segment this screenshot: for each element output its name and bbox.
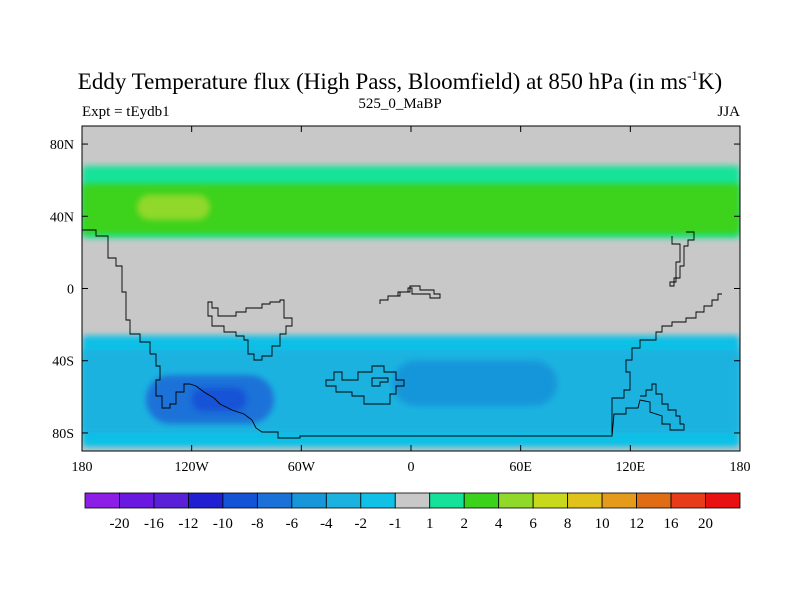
- colorbar-label: -6: [286, 516, 299, 532]
- coastlines: [82, 229, 722, 439]
- coastline-antarctica: [189, 383, 685, 439]
- coastline-asia-east: [669, 231, 695, 287]
- x-tick-label: 120E: [616, 460, 646, 475]
- colorbar-swatch: [222, 492, 258, 509]
- x-tick-label: 120W: [175, 460, 210, 475]
- colorbar-swatch: [360, 492, 396, 509]
- flux-field: [82, 126, 740, 451]
- title-suffix: K): [697, 69, 723, 94]
- colorbar-swatch: [153, 492, 189, 509]
- y-tick-label: 0: [67, 283, 74, 298]
- colorbar-label: 12: [629, 516, 644, 532]
- colorbar-swatch: [636, 492, 672, 509]
- chart-title: Eddy Temperature flux (High Pass, Bloomf…: [0, 68, 800, 95]
- coastline-islands-east: [640, 383, 684, 425]
- title-superscript: -1: [687, 68, 698, 83]
- colorbar-label: 1: [426, 516, 434, 532]
- field-north-pacific-max: [136, 194, 210, 220]
- x-tick-label: 180: [730, 460, 751, 475]
- colorbar-swatch: [188, 492, 224, 509]
- colorbar-label: 16: [664, 516, 680, 532]
- colorbar-swatch: [498, 492, 534, 509]
- colorbar-swatch: [84, 492, 120, 509]
- axes: 180 120W 60W 0 60E 120E 180 80N 40N 0 40S 80S: [50, 126, 751, 475]
- colorbar-swatch: [429, 492, 465, 509]
- title-prefix: Eddy Temperature flux (High Pass, Bloomf…: [77, 69, 688, 94]
- colorbar-swatch: [325, 492, 362, 509]
- experiment-label: Expt = tEydb1: [82, 104, 170, 120]
- x-tick-label: 60E: [509, 460, 532, 475]
- y-tick-label: 80S: [52, 427, 74, 442]
- colorbar-label: -4: [320, 516, 333, 532]
- colorbar-label: 8: [564, 516, 572, 532]
- coastline-maritime: [379, 285, 441, 304]
- x-tick-label: 0: [408, 460, 415, 475]
- y-tick-label: 40S: [52, 355, 74, 370]
- season-label: JJA: [717, 104, 740, 120]
- field-south-pacific-peak: [191, 387, 247, 412]
- field-south-indian-max: [392, 360, 558, 406]
- colorbar-swatch: [119, 492, 155, 509]
- colorbar-swatch: [291, 492, 327, 509]
- colorbar-swatch: [256, 492, 293, 509]
- colorbar-label: -12: [178, 516, 198, 532]
- colorbar-swatch: [601, 492, 637, 509]
- colorbar-label: -16: [144, 516, 164, 532]
- colorbar-swatch: [394, 492, 431, 509]
- colorbar-swatch: [670, 492, 706, 509]
- x-tick-label: 60W: [288, 460, 316, 475]
- colorbar-label: 4: [495, 516, 503, 532]
- colorbar-label: 6: [529, 516, 537, 532]
- coastline-africa: [207, 299, 293, 361]
- colorbar-label: -2: [355, 516, 368, 532]
- colorbar: -20 -16 -12 -10 -8 -6 -4 -2 -1 1 2 4 6 8 10 12 16 20: [84, 492, 741, 532]
- period-label: 525_0_MaBP: [358, 96, 442, 112]
- colorbar-swatch: [532, 492, 569, 509]
- colorbar-label: 20: [698, 516, 713, 532]
- y-tick-label: 40N: [50, 210, 74, 225]
- colorbar-swatch: [567, 492, 603, 509]
- x-tick-label: 180: [72, 460, 93, 475]
- colorbar-label: 2: [460, 516, 468, 532]
- colorbar-label: -20: [109, 516, 129, 532]
- coastline-australia-inner: [371, 377, 389, 387]
- colorbar-label: -8: [251, 516, 264, 532]
- colorbar-label: -1: [389, 516, 402, 532]
- colorbar-swatch: [705, 492, 741, 509]
- field-northern-core: [82, 183, 740, 235]
- colorbar-label: -10: [213, 516, 233, 532]
- colorbar-label: 10: [595, 516, 610, 532]
- coastline-south-america: [150, 353, 190, 409]
- coastline-north-america: [82, 229, 151, 354]
- coastline-australia: [325, 365, 405, 405]
- coastline-southwest-pacific: [611, 293, 722, 436]
- y-tick-label: 80N: [50, 138, 74, 153]
- colorbar-swatch: [463, 492, 500, 509]
